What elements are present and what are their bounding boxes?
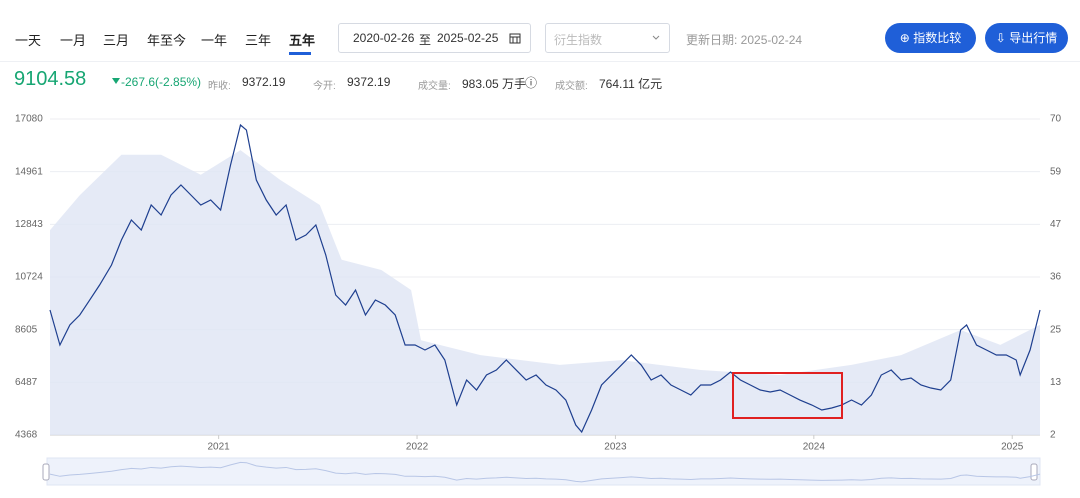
index-line [49,123,1041,434]
navigator-handle[interactable] [1030,463,1038,481]
index-dropdown[interactable]: 衍生指数 [545,23,670,53]
dropdown-placeholder: 衍生指数 [554,33,603,47]
y-tick-label: 10724 [15,272,43,283]
navigator-handle[interactable] [42,463,50,481]
y2-tick-label: 13 [1050,377,1062,388]
stat-value: 9372.19 [347,75,391,89]
x-tick-label: 2022 [406,442,429,453]
period-tab[interactable]: 三年 [245,33,272,48]
navigator[interactable] [46,457,1041,486]
y-tick-label: 6487 [15,377,38,388]
button-label: 指数比较 [913,31,962,45]
info-icon: ⓘ [525,76,538,90]
y-tick-label: 12843 [15,219,43,230]
compare-button[interactable]: ⊕ 指数比较 [885,23,976,53]
divider [0,61,1080,62]
period-tab[interactable]: 五年 [289,33,316,48]
down-arrow [112,78,120,84]
x-tick-label: 2025 [1001,442,1024,453]
button-label: 导出行情 [1009,31,1058,45]
date-to: 2025-02-25 [437,31,499,45]
price: 9104.58 [14,68,87,90]
compare-icon: ⊕ [899,31,910,45]
y-tick-label: 17080 [15,114,43,125]
period-tab[interactable]: 三月 [103,33,130,48]
period-tab[interactable]: 一年 [201,33,228,48]
dropdown-arrow [652,35,660,40]
stat-value: 764.11 亿元 [599,77,663,91]
date-range[interactable]: 2020-02-26 至 2025-02-25 [338,23,531,53]
period-tab[interactable]: 一月 [60,33,87,48]
export-icon: ⇩ [995,31,1006,45]
stat-value: 9372.19 [242,75,286,89]
highlight-box [732,372,843,419]
update-date: 更新日期: 2025-02-24 [686,33,803,47]
date-sep: 至 [419,33,432,47]
y-tick-label: 8605 [15,324,38,335]
x-tick-label: 2021 [208,442,231,453]
export-button[interactable]: ⇩ 导出行情 [985,23,1068,53]
stat-label: 昨收: [208,81,231,92]
period-tab[interactable]: 年至今 [147,33,187,48]
tab-underline [289,52,311,55]
y2-tick-label: 2 [1050,430,1056,441]
y2-tick-label: 47 [1050,219,1062,230]
price-change: -267.6(-2.85%) [121,75,202,89]
stat-value: 983.05 万手 [462,77,527,91]
y2-tick-label: 59 [1050,166,1062,177]
calendar-icon [509,33,521,44]
date-from: 2020-02-26 [353,31,415,45]
y-tick-label: 4368 [15,430,38,441]
y-tick-label: 14961 [15,166,43,177]
stat-label: 成交量: [418,81,451,92]
x-tick-label: 2023 [604,442,627,453]
y2-tick-label: 70 [1050,114,1062,125]
y2-tick-label: 36 [1050,272,1062,283]
volume-area [50,150,1040,435]
navigator-line [49,461,1041,483]
period-tab[interactable]: 一天 [15,33,42,48]
stat-label: 今开: [313,81,336,92]
stat-label: 成交额: [555,81,588,92]
x-tick-label: 2024 [803,442,826,453]
y2-tick-label: 25 [1050,324,1062,335]
